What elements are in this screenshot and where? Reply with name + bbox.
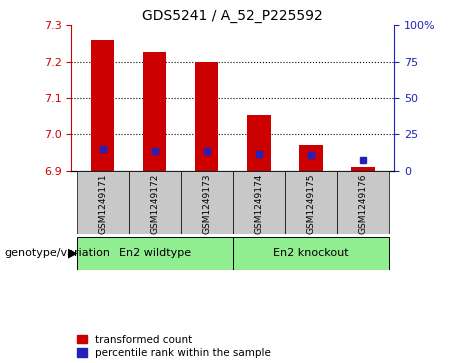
Bar bbox=[181, 171, 233, 234]
Bar bbox=[91, 40, 114, 171]
Text: En2 knockout: En2 knockout bbox=[273, 248, 349, 258]
Bar bbox=[195, 62, 219, 171]
Bar bbox=[247, 115, 271, 171]
Text: GSM1249171: GSM1249171 bbox=[98, 174, 107, 234]
Text: GSM1249172: GSM1249172 bbox=[150, 174, 159, 234]
Bar bbox=[129, 171, 181, 234]
Bar bbox=[351, 167, 375, 171]
Bar bbox=[233, 171, 285, 234]
Bar bbox=[285, 171, 337, 234]
Bar bbox=[337, 171, 389, 234]
Text: GSM1249175: GSM1249175 bbox=[307, 174, 315, 234]
Bar bbox=[299, 145, 323, 171]
Text: ▶: ▶ bbox=[68, 247, 78, 260]
Text: En2 wildtype: En2 wildtype bbox=[118, 248, 191, 258]
Bar bbox=[77, 171, 129, 234]
Bar bbox=[233, 237, 389, 270]
Text: genotype/variation: genotype/variation bbox=[5, 248, 111, 258]
Bar bbox=[143, 52, 166, 171]
Text: GSM1249173: GSM1249173 bbox=[202, 174, 211, 234]
Text: GSM1249176: GSM1249176 bbox=[358, 174, 367, 234]
Title: GDS5241 / A_52_P225592: GDS5241 / A_52_P225592 bbox=[142, 9, 323, 23]
Legend: transformed count, percentile rank within the sample: transformed count, percentile rank withi… bbox=[77, 335, 271, 358]
Text: GSM1249174: GSM1249174 bbox=[254, 174, 263, 234]
Bar bbox=[77, 237, 233, 270]
